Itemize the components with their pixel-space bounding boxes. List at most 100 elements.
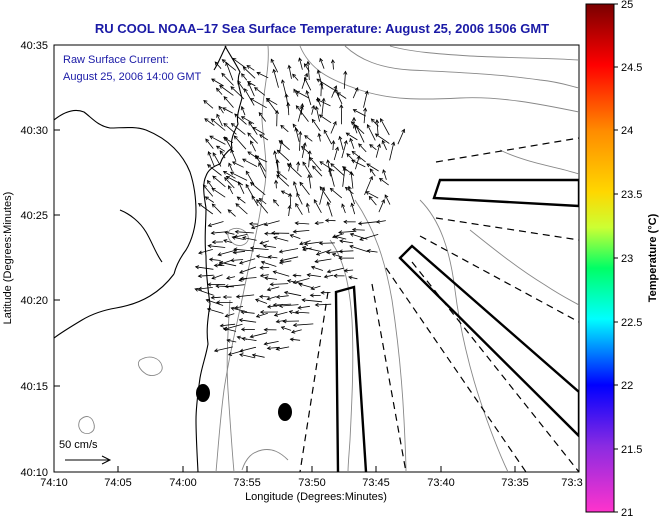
current-vector-head <box>221 72 226 77</box>
current-vector-head <box>332 234 337 239</box>
current-vector-head <box>299 241 304 246</box>
current-vector-head <box>334 235 339 239</box>
current-vector-head <box>391 141 396 146</box>
current-vector-head <box>222 327 228 332</box>
current-vector <box>351 121 365 134</box>
current-vector-head <box>237 80 241 85</box>
current-vector <box>212 175 226 188</box>
current-vector-head <box>223 230 229 235</box>
current-vector-head <box>273 236 278 240</box>
current-vector-head <box>339 104 344 109</box>
current-vector-head <box>346 153 351 158</box>
current-vector-head <box>303 63 308 68</box>
current-vector <box>289 311 299 314</box>
current-vector-head <box>315 251 321 256</box>
current-vector <box>227 339 237 343</box>
y-axis: 40:35 40:30 40:25 40:20 40:15 40:10 Lati… <box>2 40 60 479</box>
current-vector-head <box>324 218 330 223</box>
current-vector <box>232 161 244 168</box>
current-vector <box>241 106 246 116</box>
current-vector-head <box>218 260 224 265</box>
current-vector <box>348 276 358 280</box>
current-vector-head <box>296 161 301 166</box>
current-vector-head <box>338 135 343 141</box>
current-vector-head <box>311 104 316 110</box>
current-vector <box>240 277 257 280</box>
current-vector-head <box>290 329 296 334</box>
colorbar-label: 21.5 <box>621 444 642 456</box>
current-vector-head <box>273 150 278 155</box>
current-vector <box>311 119 321 132</box>
current-vector <box>267 296 277 300</box>
current-vector-head <box>221 59 226 64</box>
current-vector-head <box>382 169 387 174</box>
current-vector-head <box>307 150 312 155</box>
current-vector-head <box>374 133 379 138</box>
current-vector-head <box>209 135 214 140</box>
current-vector <box>216 114 223 127</box>
current-vector-head <box>251 195 256 200</box>
current-vector <box>266 98 278 114</box>
current-vector-head <box>338 256 343 261</box>
current-vector <box>198 274 214 277</box>
current-vector <box>234 113 247 125</box>
current-vector <box>319 186 332 203</box>
current-vector <box>224 136 234 152</box>
y-tick-label: 40:10 <box>20 467 48 479</box>
current-vector-head <box>326 201 331 206</box>
current-vector <box>239 258 256 264</box>
current-vector-head <box>366 163 371 168</box>
current-vector <box>241 73 248 81</box>
current-vector-head <box>241 336 246 341</box>
current-vector-head <box>338 230 343 235</box>
x-tick-label: 74:05 <box>104 477 132 489</box>
current-vector <box>221 73 234 86</box>
current-vector <box>306 203 310 213</box>
current-vector-head <box>258 197 263 202</box>
colorbar-label: 23.5 <box>621 189 642 201</box>
current-vector-head <box>214 61 219 66</box>
current-vector-head <box>284 93 289 98</box>
current-vector <box>207 180 214 190</box>
current-vector-head <box>255 298 260 303</box>
current-vector <box>319 161 335 172</box>
current-vector-head <box>278 303 283 308</box>
current-vector <box>349 138 355 149</box>
current-vector <box>287 102 290 116</box>
current-vector <box>260 274 269 277</box>
current-vector-head <box>401 128 406 133</box>
current-vector-head <box>294 221 299 226</box>
current-vector-head <box>210 295 215 300</box>
current-vector <box>365 191 379 199</box>
current-vector-head <box>232 250 237 255</box>
current-vector <box>292 73 299 81</box>
current-vector <box>209 258 221 261</box>
current-vector-head <box>339 239 344 244</box>
current-vector <box>276 295 289 298</box>
current-vector-head <box>363 107 368 112</box>
current-vector <box>247 81 256 87</box>
current-vector <box>315 258 332 263</box>
current-vector <box>275 180 277 189</box>
current-vector-head <box>244 88 248 93</box>
current-vector-head <box>250 225 256 230</box>
current-vector <box>301 146 309 153</box>
current-vector <box>384 194 391 205</box>
current-vector-head <box>279 258 284 263</box>
current-vector-head <box>293 88 298 93</box>
current-vector <box>223 123 237 135</box>
current-vector-head <box>207 179 211 185</box>
current-vector <box>203 100 214 109</box>
current-vector <box>293 181 299 194</box>
current-vector-head <box>319 57 324 63</box>
current-vector <box>225 313 235 317</box>
current-vector-head <box>333 85 338 90</box>
current-vector <box>235 231 254 234</box>
current-vector <box>255 155 266 172</box>
current-vector <box>348 186 355 205</box>
current-vector <box>211 231 226 234</box>
current-vector <box>295 311 310 314</box>
current-vector <box>205 196 215 203</box>
current-vector <box>237 80 245 91</box>
current-vector <box>308 151 311 168</box>
